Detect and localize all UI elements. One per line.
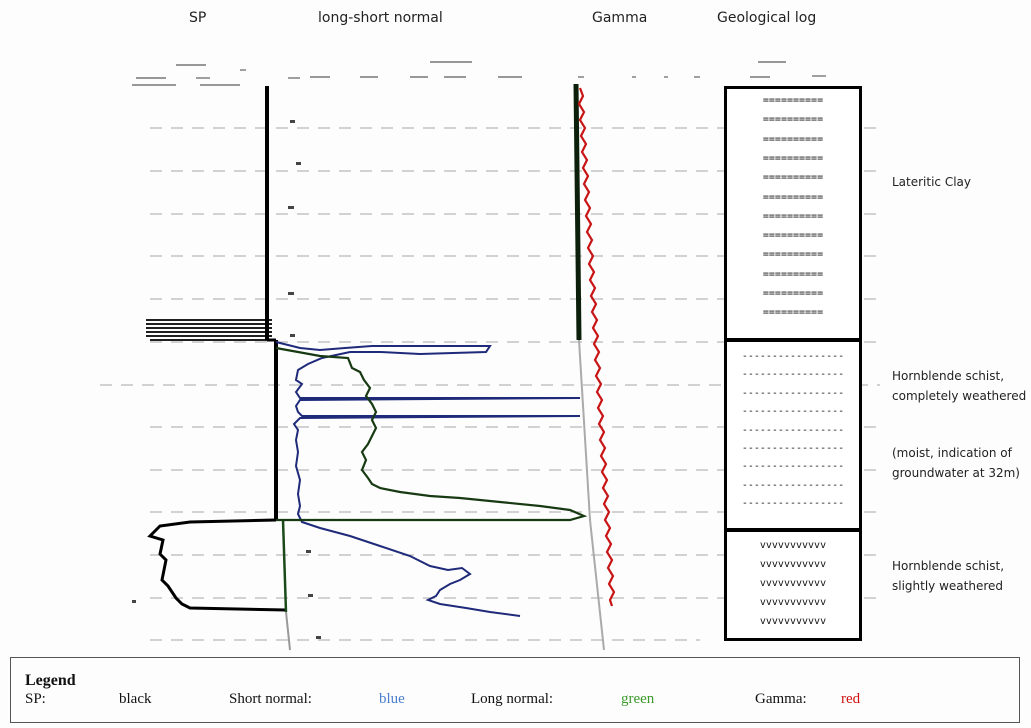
- geolog-pattern-row: ==========: [762, 231, 824, 242]
- geolog-pattern-row: vvvvvvvvvvv: [759, 560, 827, 570]
- geolog-pattern-row: ==========: [762, 173, 824, 184]
- legend-short-value: blue: [379, 691, 405, 707]
- layer-label-completely: Hornblende schist, completely weathered: [892, 369, 1027, 403]
- short-normal-trace: [275, 341, 581, 617]
- legend: Legend SP: black Short normal: blue Long…: [10, 657, 1020, 723]
- geolog-pattern-row: -----------------: [741, 444, 845, 454]
- geolog-layer-lateritic: ========== ========== ========== ==========…: [724, 86, 862, 341]
- gamma-header: Gamma: [592, 10, 648, 26]
- legend-short-label: Short normal:: [229, 691, 312, 707]
- geolog-pattern-row: vvvvvvvvvvv: [759, 541, 827, 551]
- gamma-trace: [577, 87, 616, 607]
- geolog-pattern-row: ==========: [762, 269, 824, 280]
- geolog-pattern-row: -----------------: [741, 480, 845, 491]
- legend-gamma-value: red: [841, 691, 861, 707]
- scale-row: [132, 61, 826, 86]
- legend-long-value: green: [621, 691, 655, 707]
- track-ticks: [132, 120, 321, 639]
- geolog-pattern-row: -----------------: [741, 462, 845, 473]
- layer-label-slightly: Hornblende schist, slightly weathered: [892, 559, 1005, 593]
- gamma-baseline: [573, 83, 605, 651]
- geolog-pattern-row: -----------------: [741, 352, 845, 362]
- geolog-pattern-row: ==========: [762, 308, 824, 319]
- geolog-pattern-row: ==========: [762, 289, 824, 299]
- geolog-pattern-row: vvvvvvvvvvv: [759, 579, 827, 589]
- resistivity-header: long-short normal: [318, 10, 443, 26]
- geolog-pattern-row: -----------------: [741, 370, 845, 381]
- sp-lower-line: [281, 519, 291, 651]
- legend-title: Legend: [25, 672, 76, 689]
- long-normal-trace: [275, 346, 588, 522]
- geolog-layer-slightly-weathered: vvvvvvvvvvv vvvvvvvvvvv vvvvvvvvvvv vvvvvvv…: [724, 529, 862, 641]
- geolog-pattern-row: -----------------: [741, 499, 845, 510]
- depth-gridlines: [100, 127, 880, 641]
- geolog-pattern-row: -----------------: [741, 425, 845, 436]
- geolog-layer-completely-weathered: ----------------- ----------------- ------…: [724, 339, 862, 531]
- geolog-pattern-row: ==========: [762, 134, 824, 145]
- geolog-pattern-row: ==========: [762, 250, 824, 261]
- geolog-pattern-row: -----------------: [741, 407, 845, 418]
- geolog-pattern-row: vvvvvvvvvvv: [759, 617, 827, 627]
- geolog-pattern-row: ==========: [762, 211, 824, 222]
- geolog-pattern-row: -----------------: [741, 388, 845, 399]
- layer-note-groundwater: (moist, indication of groundwater at 32m…: [892, 446, 1020, 480]
- geolog-pattern-row: ==========: [762, 96, 824, 106]
- legend-sp-label: SP:: [25, 691, 46, 707]
- legend-long-label: Long normal:: [471, 691, 554, 707]
- geolog-pattern-row: vvvvvvvvvvv: [759, 598, 827, 608]
- layer-label-lateritic: Lateritic Clay: [892, 175, 972, 189]
- sp-trace: [146, 86, 287, 612]
- geolog-pattern-row: ==========: [762, 115, 824, 126]
- legend-gamma-label: Gamma:: [755, 691, 807, 707]
- geolog-header: Geological log: [717, 10, 817, 26]
- log-traces: [100, 61, 880, 651]
- legend-sp-value: black: [119, 691, 152, 707]
- geolog-pattern-row: ==========: [762, 192, 824, 203]
- sp-header: SP: [189, 10, 207, 26]
- geolog-pattern-row: ==========: [762, 153, 824, 164]
